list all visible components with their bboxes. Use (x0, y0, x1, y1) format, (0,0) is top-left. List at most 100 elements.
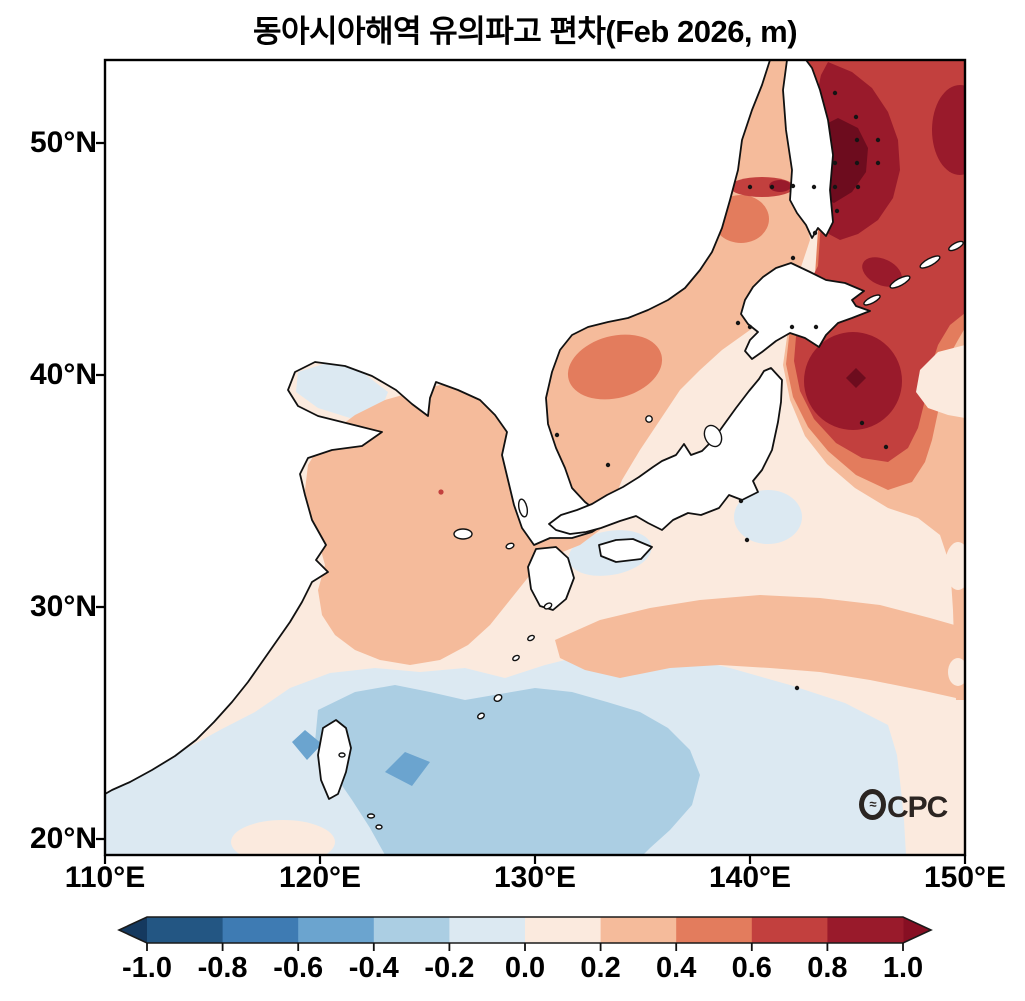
island-ryukyu (512, 654, 520, 662)
island-okinawa (493, 694, 503, 702)
contour-edge-pocket (916, 345, 965, 418)
contour-edge-pocket (825, 503, 851, 587)
stipple-dot (605, 462, 611, 468)
stipple-dot (832, 160, 838, 166)
colorbar-ticks (146, 943, 904, 951)
stipple-dot (832, 90, 838, 96)
contour-tatar-band-core (769, 180, 791, 192)
stipple-dot (790, 183, 796, 189)
stipple-dot (744, 537, 750, 543)
lon-tick-label: 150°E (923, 861, 1007, 894)
ocpc-logo: ≈ CPC (859, 786, 948, 825)
island-tsushima (517, 498, 529, 518)
lon-tick-label: 110°E (64, 861, 146, 894)
colorbar-segment (827, 917, 904, 943)
island-kuril (919, 255, 941, 269)
lat-tick-label: 50°N (29, 126, 97, 159)
stipple-dot (834, 208, 840, 214)
land-honshu (548, 367, 783, 535)
wave-icon: ≈ (869, 795, 876, 811)
contour-neg-0.4 (315, 685, 700, 855)
colorbar-segment (525, 917, 602, 943)
lon-tick-label: 130°E (493, 861, 577, 894)
colorbar-segment (600, 917, 677, 943)
stipple-dot (811, 184, 817, 190)
stipple-dot (832, 184, 838, 190)
colorbar-tick-label: -0.2 (424, 952, 475, 984)
island-kuril (863, 294, 881, 306)
colorbar-tick-label: -0.6 (273, 952, 324, 984)
contour-tokai-patch (734, 490, 802, 544)
colorbar (117, 916, 933, 951)
stipple-dot (875, 137, 881, 143)
contour-sea-of-japan-cell (567, 334, 663, 400)
stipple-dot (554, 432, 560, 438)
contour-max-diamond (846, 368, 866, 388)
chart-title: 동아시아해역 유의파고 편차(Feb 2026, m) (252, 14, 798, 49)
stipple-dot (855, 184, 861, 190)
colorbar-segment (449, 917, 526, 943)
stipple-dot (747, 324, 753, 330)
contour-field (105, 60, 965, 855)
island-goto (505, 542, 515, 550)
stipple-dot (794, 685, 800, 691)
colorbar-tick-label: 1.0 (882, 952, 924, 984)
land-mainland-asia-korea (105, 60, 771, 795)
colorbar-tick-label: 0.0 (504, 952, 546, 984)
stipple-dot (883, 444, 889, 450)
island-small (375, 824, 383, 830)
colorbar-segment (676, 917, 753, 943)
island-ryukyu (477, 712, 485, 720)
colorbar-over-arrow (903, 917, 931, 943)
stipple-dot (813, 324, 819, 330)
land-shikoku (598, 538, 653, 563)
contour-neg-0.6-spot (292, 730, 322, 760)
axis-ticks (96, 141, 967, 864)
contour-pocket-south (231, 820, 335, 855)
stipple-dot (790, 255, 796, 261)
contour-pos-0.2-marginal-seas (305, 60, 810, 665)
stipple-dot (812, 230, 818, 236)
island-penghu (338, 752, 346, 758)
colorbar-under-arrow (119, 917, 147, 943)
colorbar-tick-label: -0.4 (348, 952, 399, 984)
island-kuril (889, 275, 911, 289)
colorbar-tick-label: 0.4 (656, 952, 697, 984)
ocpc-o-wave-icon: ≈ (859, 789, 886, 820)
stipple-dot (769, 184, 775, 190)
colorbar-tick-label: 0.2 (580, 952, 621, 984)
contour-kuril-spot (862, 257, 902, 287)
contour-neg-0.6-spot (385, 752, 430, 786)
stipple-dot (738, 498, 744, 504)
lon-tick-label: 120°E (278, 861, 362, 894)
stipple-dot (875, 160, 881, 166)
stipple-dot (735, 320, 741, 326)
ocpc-logo-text: CPC (887, 791, 948, 824)
stipple-dot (789, 324, 795, 330)
land-kyushu (527, 546, 575, 611)
island-small (366, 813, 376, 819)
colorbar-segment (298, 917, 375, 943)
island-ulleung (645, 415, 653, 423)
colorbar-segment (222, 917, 299, 943)
contour-bohai (296, 362, 388, 418)
lat-tick-label: 30°N (29, 590, 97, 623)
colorbar-tick-label: -1.0 (122, 952, 172, 984)
contour-edge-pocket (945, 542, 965, 590)
lat-tick-label: 40°N (29, 358, 97, 391)
land-taiwan (317, 719, 352, 800)
island-ryukyu (543, 602, 553, 610)
contour-edge-pocket (948, 658, 965, 686)
island-ryukyu (527, 634, 535, 642)
colorbar-tick-label: 0.6 (731, 952, 772, 984)
island-jeju (453, 528, 473, 540)
colorbar-segment (147, 917, 224, 943)
colorbar-segment (373, 917, 450, 943)
stipple-dot (854, 137, 860, 143)
land-hokkaido (740, 262, 871, 360)
stipple-dot (859, 420, 865, 426)
colorbar-segment (751, 917, 828, 943)
stipple-dots (554, 90, 889, 691)
